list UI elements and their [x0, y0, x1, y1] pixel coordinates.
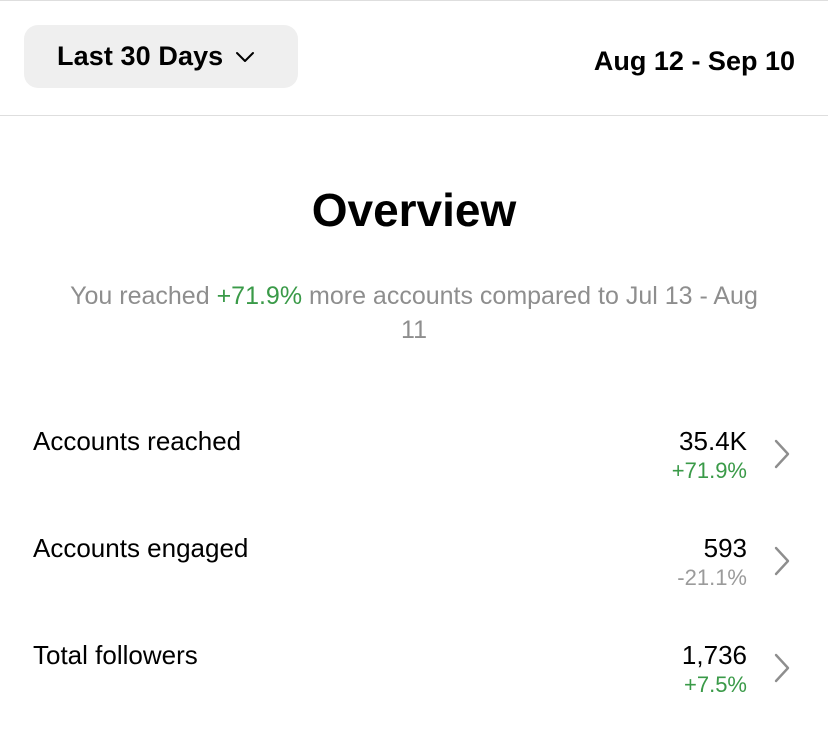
date-range-dropdown-label: Last 30 Days: [57, 41, 224, 71]
page-title: Overview: [311, 184, 517, 236]
metric-value: 1,736: [681, 640, 747, 670]
metric-label: Accounts reached: [33, 426, 242, 456]
metric-label: Accounts engaged: [33, 533, 249, 563]
chevron-down-icon: [235, 47, 255, 67]
metric-row-accounts-reached[interactable]: Accounts reached 35.4K +71.9%: [0, 424, 828, 504]
date-range-text: Aug 12 - Sep 10: [593, 46, 795, 76]
summary-change: +71.9%: [216, 282, 303, 310]
overview-summary: You reached +71.9% more accounts compare…: [64, 279, 764, 347]
summary-suffix: more accounts compared to Jul 13 - Aug 1…: [302, 282, 758, 344]
metric-change: +71.9%: [671, 458, 747, 483]
metric-row-accounts-engaged[interactable]: Accounts engaged 593 -21.1%: [0, 531, 828, 611]
summary-prefix: You reached: [70, 282, 217, 310]
metric-value: 593: [703, 533, 747, 563]
metric-change: -21.1%: [677, 565, 747, 590]
chevron-right-icon: [774, 653, 790, 683]
metric-row-total-followers[interactable]: Total followers 1,736 +7.5%: [0, 638, 828, 718]
metric-value: 35.4K: [679, 426, 747, 456]
chevron-right-icon: [774, 439, 790, 469]
metric-change: +7.5%: [684, 672, 747, 697]
metric-label: Total followers: [33, 640, 198, 670]
date-range-dropdown[interactable]: Last 30 Days: [24, 25, 298, 88]
top-bar: Last 30 Days Aug 12 - Sep 10: [0, 0, 828, 116]
chevron-right-icon: [774, 546, 790, 576]
